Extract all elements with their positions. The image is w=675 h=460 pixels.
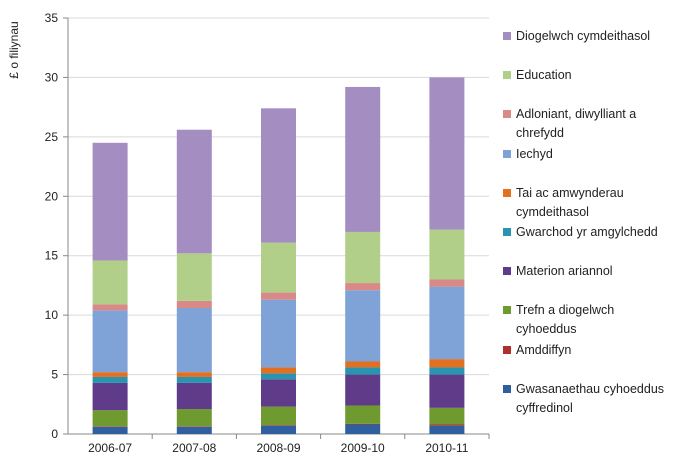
legend-label: Trefn a diogelwch cyhoeddus <box>516 303 615 337</box>
bar-segment <box>429 367 465 375</box>
legend-label: Diogelwch cymdeithasol <box>516 29 651 43</box>
bar-segment <box>261 425 296 426</box>
y-tick-label: 25 <box>45 130 59 144</box>
bar-segment <box>176 426 212 434</box>
legend-entry: Iechyd <box>503 145 673 164</box>
y-axis-label: £ o filiynau <box>7 21 21 78</box>
bar-segment <box>261 242 296 293</box>
bar-segment <box>429 286 465 360</box>
bar-segment <box>261 367 296 374</box>
bar-segment <box>429 407 465 425</box>
bar-segment <box>345 361 381 368</box>
bar-segment <box>92 304 128 311</box>
bar-segment <box>92 376 128 383</box>
bar-segment <box>261 373 296 380</box>
legend-swatch <box>503 306 511 315</box>
y-tick-label: 0 <box>51 427 58 441</box>
bar-segment <box>176 372 212 377</box>
bar-segment <box>345 231 381 284</box>
bar-segment <box>92 310 128 373</box>
bar-segment <box>176 129 212 254</box>
bar-segment <box>176 426 212 427</box>
bar-segment <box>429 77 465 230</box>
y-tick-label: 10 <box>45 308 59 322</box>
bar-segment <box>429 424 465 426</box>
legend-label: Gwarchod yr amgylchedd <box>516 225 658 239</box>
bar-segment <box>261 108 296 243</box>
bar-segment <box>261 292 296 300</box>
y-tick-label: 35 <box>45 11 59 25</box>
legend-swatch <box>503 149 511 158</box>
legend-entry: Amddiffyn <box>503 341 673 360</box>
legend-swatch <box>503 32 511 40</box>
legend-swatch <box>503 345 511 354</box>
legend-label: Iechyd <box>516 146 553 161</box>
bar-segment <box>261 425 296 434</box>
bar-segment <box>261 406 296 426</box>
bar-segment <box>92 382 128 411</box>
bar-segment <box>429 374 465 408</box>
legend-entry: Gwasanaethau cyhoeddus cyffredinol <box>503 380 673 418</box>
bar-segment <box>92 260 128 305</box>
x-tick-label: 2010-11 <box>425 441 468 455</box>
legend-entry: Adloniant, diwylliant a chrefydd <box>503 105 673 143</box>
legend-swatch <box>503 228 511 236</box>
bar-segment <box>176 382 212 410</box>
bar-segment <box>345 283 381 291</box>
x-tick-label: 2009-10 <box>341 441 385 455</box>
bar-segment <box>176 253 212 301</box>
legend-swatch <box>503 71 511 80</box>
legend-entry: Trefn a diogelwch cyhoeddus <box>503 301 673 339</box>
bar-segment <box>345 405 381 424</box>
bar-segment <box>176 409 212 427</box>
bar-segment <box>345 367 381 375</box>
bar-segment <box>92 372 128 377</box>
legend-label: Tai ac amwynderau cymdeithasol <box>516 185 624 219</box>
y-tick-label: 30 <box>45 70 59 84</box>
bar-segment <box>176 376 212 383</box>
x-tick-label: 2007-08 <box>172 441 216 455</box>
bar-segment <box>92 426 128 427</box>
bar-segment <box>429 425 465 434</box>
bar-segment <box>261 299 296 368</box>
legend-label: Amddiffyn <box>516 342 572 357</box>
legend-entry: Materion ariannol <box>503 262 673 281</box>
bar-segment <box>345 423 381 425</box>
bar-segment <box>261 379 296 407</box>
bar-segment <box>345 290 381 362</box>
legend-swatch <box>503 110 511 119</box>
legend-entry: Gwarchod yr amgylchedd <box>503 223 673 242</box>
bar-segment <box>92 410 128 427</box>
legend-entry: Education <box>503 66 673 85</box>
legend-entry: Diogelwch cymdeithasol <box>503 27 673 46</box>
bar-segment <box>345 86 381 232</box>
bar-segment <box>92 426 128 434</box>
legend-entry: Tai ac amwynderau cymdeithasol <box>503 184 673 222</box>
bar-segment <box>345 374 381 406</box>
legend-swatch <box>503 384 511 393</box>
x-tick-label: 2006-07 <box>88 441 132 455</box>
bar-segment <box>429 359 465 368</box>
legend-label: Gwasanaethau cyhoeddus cyffredinol <box>516 381 665 415</box>
y-tick-label: 15 <box>45 249 59 263</box>
bar-segment <box>176 300 212 309</box>
bar-segment <box>345 424 381 434</box>
y-tick-label: 5 <box>51 368 58 382</box>
y-tick-label: 20 <box>45 189 59 203</box>
bar-segment <box>92 142 128 261</box>
legend-label: Materion ariannol <box>516 264 613 279</box>
bar-segment <box>429 229 465 280</box>
legend-label: Education <box>516 68 572 83</box>
bar-segment <box>176 308 212 373</box>
legend-swatch <box>503 188 511 197</box>
legend-label: Adloniant, diwylliant a chrefydd <box>516 107 637 141</box>
x-tick-label: 2008-09 <box>256 441 300 455</box>
bar-segment <box>429 279 465 287</box>
legend-swatch <box>503 267 511 276</box>
